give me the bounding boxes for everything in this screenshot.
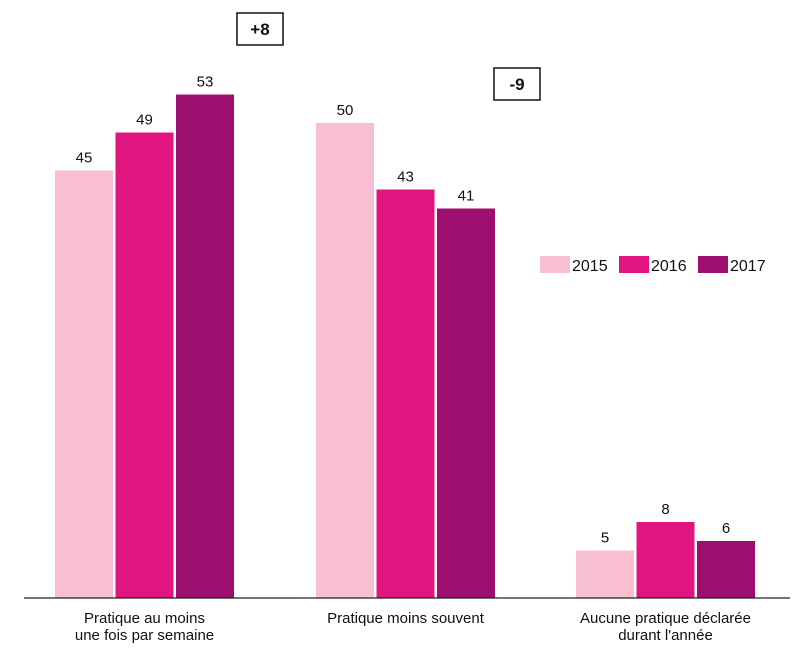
category-label-0: Pratique au moins une fois par semaine — [75, 610, 214, 644]
annotation-box-1 — [493, 67, 541, 101]
category-label-line: une fois par semaine — [75, 627, 214, 644]
legend-swatch-2016 — [619, 256, 649, 273]
bar-2017-cat-1 — [437, 208, 495, 598]
bar-2016-cat-1 — [376, 189, 435, 598]
bars-layer — [55, 94, 755, 598]
category-labels-layer: Pratique au moins une fois par semainePra… — [75, 610, 751, 644]
annotation-box-0 — [236, 12, 284, 46]
value-label-2016-cat-2: 8 — [661, 501, 669, 518]
category-label-line: Pratique moins souvent — [327, 610, 485, 627]
category-label-line: Aucune pratique déclarée — [580, 610, 751, 627]
bar-2015-cat-0 — [55, 170, 113, 598]
bar-2015-cat-1 — [316, 123, 374, 598]
value-labels-layer: 45 49 53 50 43 41 5 8 6 — [76, 74, 731, 547]
category-label-2: Aucune pratique déclarée durant l'année — [580, 610, 751, 644]
value-label-2016-cat-0: 49 — [136, 112, 153, 129]
value-label-2016-cat-1: 43 — [397, 169, 414, 186]
category-label-1: Pratique moins souvent — [327, 610, 485, 627]
value-label-2017-cat-1: 41 — [458, 188, 475, 205]
bar-2015-cat-2 — [576, 550, 634, 598]
legend-swatch-2017 — [698, 256, 728, 273]
value-label-2015-cat-1: 50 — [337, 102, 354, 119]
annotation-text-0: +8 — [250, 20, 269, 39]
value-label-2017-cat-0: 53 — [197, 74, 214, 91]
legend-swatch-2015 — [540, 256, 570, 273]
value-label-2015-cat-2: 5 — [601, 530, 609, 547]
legend: 2015 2016 2017 — [540, 256, 766, 275]
annotations-layer: +8 -9 — [236, 12, 541, 101]
bar-2017-cat-2 — [697, 541, 755, 598]
bar-2016-cat-0 — [115, 132, 174, 598]
legend-label-2017: 2017 — [730, 258, 766, 275]
bar-2016-cat-2 — [636, 522, 695, 598]
annotation-text-1: -9 — [509, 75, 524, 94]
bar-2017-cat-0 — [176, 94, 234, 598]
value-label-2017-cat-2: 6 — [722, 520, 730, 537]
legend-label-2016: 2016 — [651, 258, 687, 275]
value-label-2015-cat-0: 45 — [76, 150, 93, 167]
legend-label-2015: 2015 — [572, 258, 608, 275]
category-label-line: durant l'année — [618, 627, 713, 644]
category-label-line: Pratique au moins — [84, 610, 205, 627]
